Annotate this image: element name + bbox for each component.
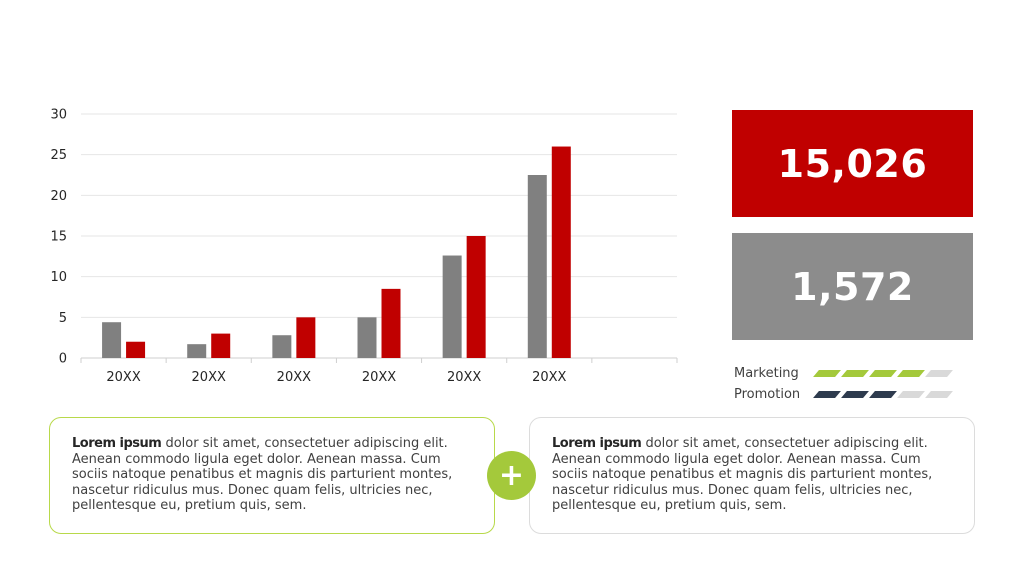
meter-marketing: Marketing	[734, 365, 974, 381]
meter-segment-filled	[897, 369, 925, 377]
x-tick-label: 20XX	[277, 370, 311, 385]
card-left-bold-text: Lorem ipsum	[72, 436, 162, 451]
stat-value-primary: 15,026	[777, 141, 928, 186]
stat-box-secondary: 1,572	[732, 233, 973, 340]
meter-segments-promotion	[813, 390, 956, 398]
y-tick-label: 0	[59, 352, 67, 367]
meter-segment-filled	[813, 369, 841, 377]
meter-promotion: Promotion	[734, 386, 974, 402]
meter-segment-filled	[813, 390, 841, 398]
text-card-left: Lorem ipsum dolor sit amet, consectetuer…	[49, 417, 495, 534]
bar-series-1	[187, 344, 207, 358]
meter-segment-empty	[897, 390, 925, 398]
card-left-body-text: dolor sit amet, consectetuer adipiscing …	[72, 436, 453, 513]
text-card-right: Lorem ipsum dolor sit amet, consectetuer…	[529, 417, 975, 534]
stat-box-primary: 15,026	[732, 110, 973, 217]
bar-series-1	[102, 322, 122, 358]
plus-icon: +	[487, 451, 536, 500]
meter-label-marketing: Marketing	[734, 365, 799, 381]
meter-segment-filled	[869, 390, 897, 398]
bar-series-2	[381, 288, 401, 358]
y-tick-label: 15	[50, 230, 67, 245]
y-tick-label: 25	[50, 148, 67, 163]
bar-series-2	[211, 333, 231, 358]
x-tick-label: 20XX	[532, 370, 566, 385]
meter-segment-empty	[925, 390, 953, 398]
y-tick-label: 5	[59, 311, 67, 326]
card-right-body-text: dolor sit amet, consectetuer adipiscing …	[552, 436, 933, 513]
meter-segment-empty	[925, 369, 953, 377]
bar-series-1	[357, 317, 377, 358]
bar-series-1	[272, 335, 292, 358]
y-tick-label: 30	[50, 108, 67, 123]
plus-glyph: +	[498, 457, 525, 493]
meter-segment-filled	[841, 390, 869, 398]
bar-series-2	[296, 317, 316, 358]
x-tick-label: 20XX	[447, 370, 481, 385]
x-tick-label: 20XX	[106, 370, 140, 385]
bar-chart: 0 5 10 15 20 25 30 20XX 20XX 20XX 20XX 20XX 20XX	[50, 108, 678, 385]
y-tick-label: 20	[50, 189, 67, 204]
x-tick-label: 20XX	[192, 370, 226, 385]
meter-segment-filled	[841, 369, 869, 377]
x-tick-label: 20XX	[362, 370, 396, 385]
meter-label-promotion: Promotion	[734, 386, 801, 402]
bar-series-1	[442, 255, 462, 358]
meter-segment-filled	[869, 369, 897, 377]
stat-value-secondary: 1,572	[791, 264, 914, 309]
bar-series-2	[126, 341, 146, 358]
bar-series-2	[466, 236, 486, 358]
bar-series-2	[551, 146, 571, 358]
card-right-bold-text: Lorem ipsum	[552, 436, 642, 451]
meter-segments-marketing	[813, 369, 956, 377]
y-tick-label: 10	[50, 270, 67, 285]
bar-series-1	[527, 175, 547, 358]
